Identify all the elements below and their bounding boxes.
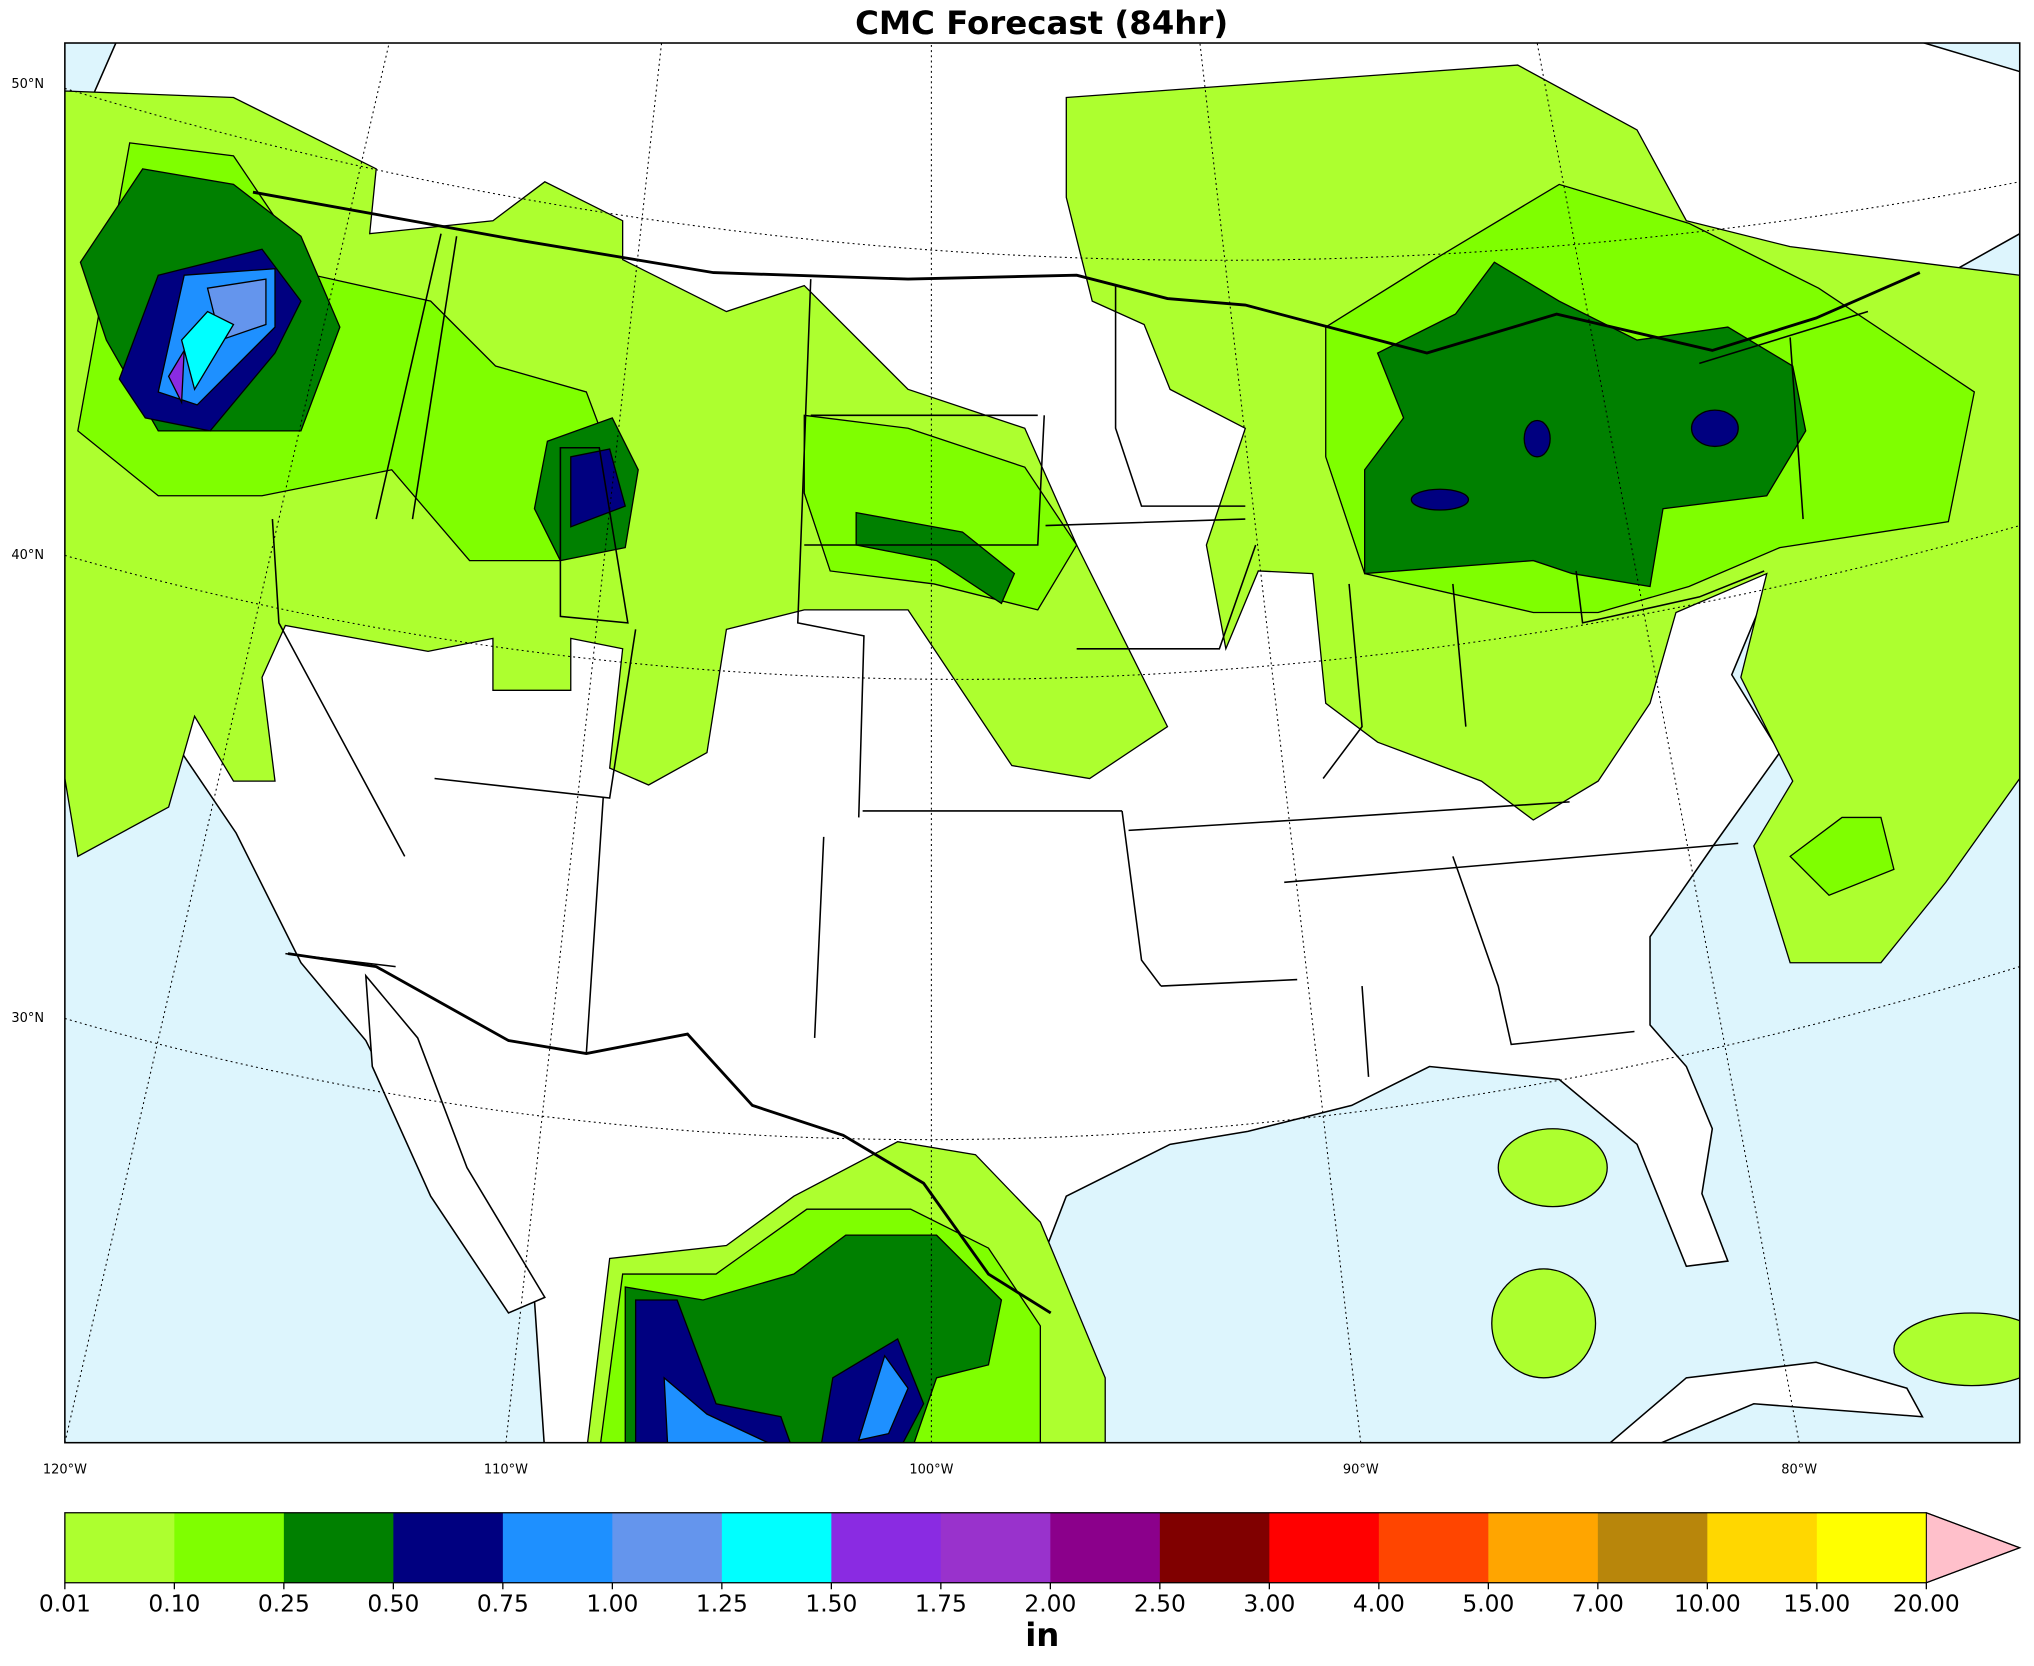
precip-area <box>1497 1128 1608 1208</box>
precip-area <box>1491 1268 1597 1379</box>
lat-label: 50°N <box>11 77 44 92</box>
colorbar-label: 7.00 <box>1572 1589 1624 1617</box>
colorbar-label: 5.00 <box>1462 1589 1514 1617</box>
colorbar-label: 1.25 <box>696 1589 748 1617</box>
lat-label: 40°N <box>11 548 44 563</box>
lon-label: 100°W <box>909 1462 953 1477</box>
colorbar-label: 0.75 <box>477 1589 529 1617</box>
cuba <box>1609 1361 1924 1443</box>
precip-area <box>634 1299 925 1443</box>
colorbar-label: 10.00 <box>1674 1589 1741 1617</box>
colorbar: 0.01 0.10 0.25 0.50 0.75 1.00 1.25 1.50 1.75 2.00… <box>39 1511 2022 1654</box>
colorbar-cell <box>283 1512 394 1583</box>
precip-area <box>1523 419 1551 458</box>
colorbar-unit: in <box>1025 1616 1059 1654</box>
borders <box>252 190 1921 1315</box>
lon-label: 110°W <box>484 1462 528 1477</box>
colorbar-outline <box>64 1512 2022 1584</box>
colorbar-label: 4.00 <box>1353 1589 1405 1617</box>
colorbar-cell <box>831 1512 942 1583</box>
colorbar-cell <box>502 1512 613 1583</box>
baja <box>364 973 546 1314</box>
colorbar-label: 15.00 <box>1783 1589 1850 1617</box>
colorbar-label: 1.50 <box>805 1589 857 1617</box>
precip-contours <box>64 64 2020 1443</box>
colorbar-cell <box>1050 1512 1161 1583</box>
precip-area <box>167 350 185 405</box>
colorbar-label: 2.50 <box>1134 1589 1186 1617</box>
axis-labels: 50°N 40°N 30°N 120°W 110°W 100°W 90°W 80°W <box>11 77 1817 1477</box>
colorbar-label: 3.00 <box>1243 1589 1295 1617</box>
precip-area <box>1363 261 1807 588</box>
precip-area <box>1410 488 1470 511</box>
colorbar-cell <box>393 1512 504 1583</box>
map-title: CMC Forecast (84hr) <box>855 4 1228 42</box>
colorbar-label: 0.01 <box>39 1589 91 1617</box>
precip-area <box>1893 1312 2020 1387</box>
colorbar-cell <box>1707 1512 1818 1583</box>
colorbar-cell <box>1488 1512 1599 1583</box>
colorbar-label: 1.00 <box>586 1589 638 1617</box>
colorbar-extend <box>1925 1511 2022 1584</box>
colorbar-label: 0.50 <box>367 1589 419 1617</box>
colorbar-cell <box>1159 1512 1270 1583</box>
colorbar-label: 2.00 <box>1024 1589 1076 1617</box>
colorbar-cell <box>64 1512 175 1583</box>
colorbar-cell <box>721 1512 832 1583</box>
precip-area <box>180 310 235 392</box>
colorbar-cell <box>1816 1512 1927 1583</box>
colorbar-cell <box>1597 1512 1708 1583</box>
lon-label: 80°W <box>1781 1462 1817 1477</box>
lon-label: 120°W <box>43 1462 87 1477</box>
colorbar-label: 0.25 <box>258 1589 310 1617</box>
graticule <box>64 43 2020 1443</box>
lon-label: 90°W <box>1343 1462 1379 1477</box>
precip-area <box>1690 409 1739 448</box>
colorbar-cell <box>940 1512 1051 1583</box>
colorbar-label: 1.75 <box>915 1589 967 1617</box>
map <box>64 43 2020 1443</box>
colorbar-cell <box>1269 1512 1380 1583</box>
colorbar-cell <box>1378 1512 1489 1583</box>
colorbar-cell <box>174 1512 285 1583</box>
precip-area <box>1789 816 1895 897</box>
colorbar-label: 0.10 <box>148 1589 200 1617</box>
precip-area <box>570 448 627 528</box>
precip-area <box>663 1354 909 1443</box>
colorbar-cell <box>612 1512 723 1583</box>
map-frame <box>64 42 2021 1444</box>
colorbar-label: 20.00 <box>1893 1589 1960 1617</box>
lat-label: 30°N <box>11 1011 44 1026</box>
precip-area <box>803 414 1078 611</box>
